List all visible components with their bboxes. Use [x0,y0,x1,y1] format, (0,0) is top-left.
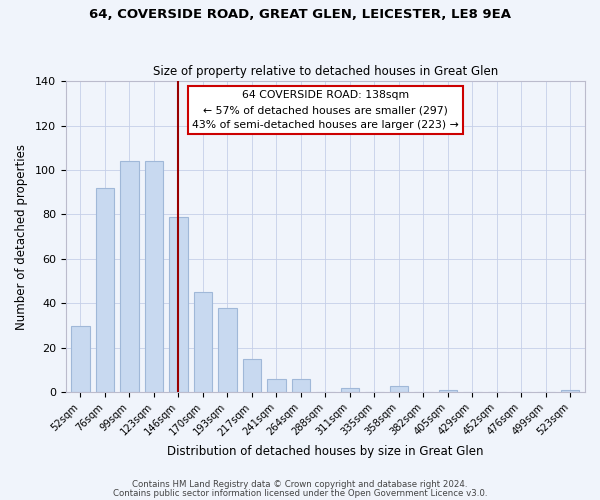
Bar [71,326,89,392]
Bar [439,390,457,392]
Bar [292,379,310,392]
Bar [145,161,163,392]
Bar [96,188,114,392]
X-axis label: Distribution of detached houses by size in Great Glen: Distribution of detached houses by size … [167,444,484,458]
Bar [194,292,212,392]
Bar [561,390,580,392]
Bar [218,308,236,392]
Text: Contains public sector information licensed under the Open Government Licence v3: Contains public sector information licen… [113,488,487,498]
Text: 64, COVERSIDE ROAD, GREAT GLEN, LEICESTER, LE8 9EA: 64, COVERSIDE ROAD, GREAT GLEN, LEICESTE… [89,8,511,20]
Title: Size of property relative to detached houses in Great Glen: Size of property relative to detached ho… [153,66,498,78]
Bar [120,161,139,392]
Bar [341,388,359,392]
Bar [243,359,261,392]
Text: 64 COVERSIDE ROAD: 138sqm
← 57% of detached houses are smaller (297)
43% of semi: 64 COVERSIDE ROAD: 138sqm ← 57% of detac… [192,90,459,130]
Bar [169,216,188,392]
Bar [267,379,286,392]
Text: Contains HM Land Registry data © Crown copyright and database right 2024.: Contains HM Land Registry data © Crown c… [132,480,468,489]
Y-axis label: Number of detached properties: Number of detached properties [15,144,28,330]
Bar [389,386,408,392]
